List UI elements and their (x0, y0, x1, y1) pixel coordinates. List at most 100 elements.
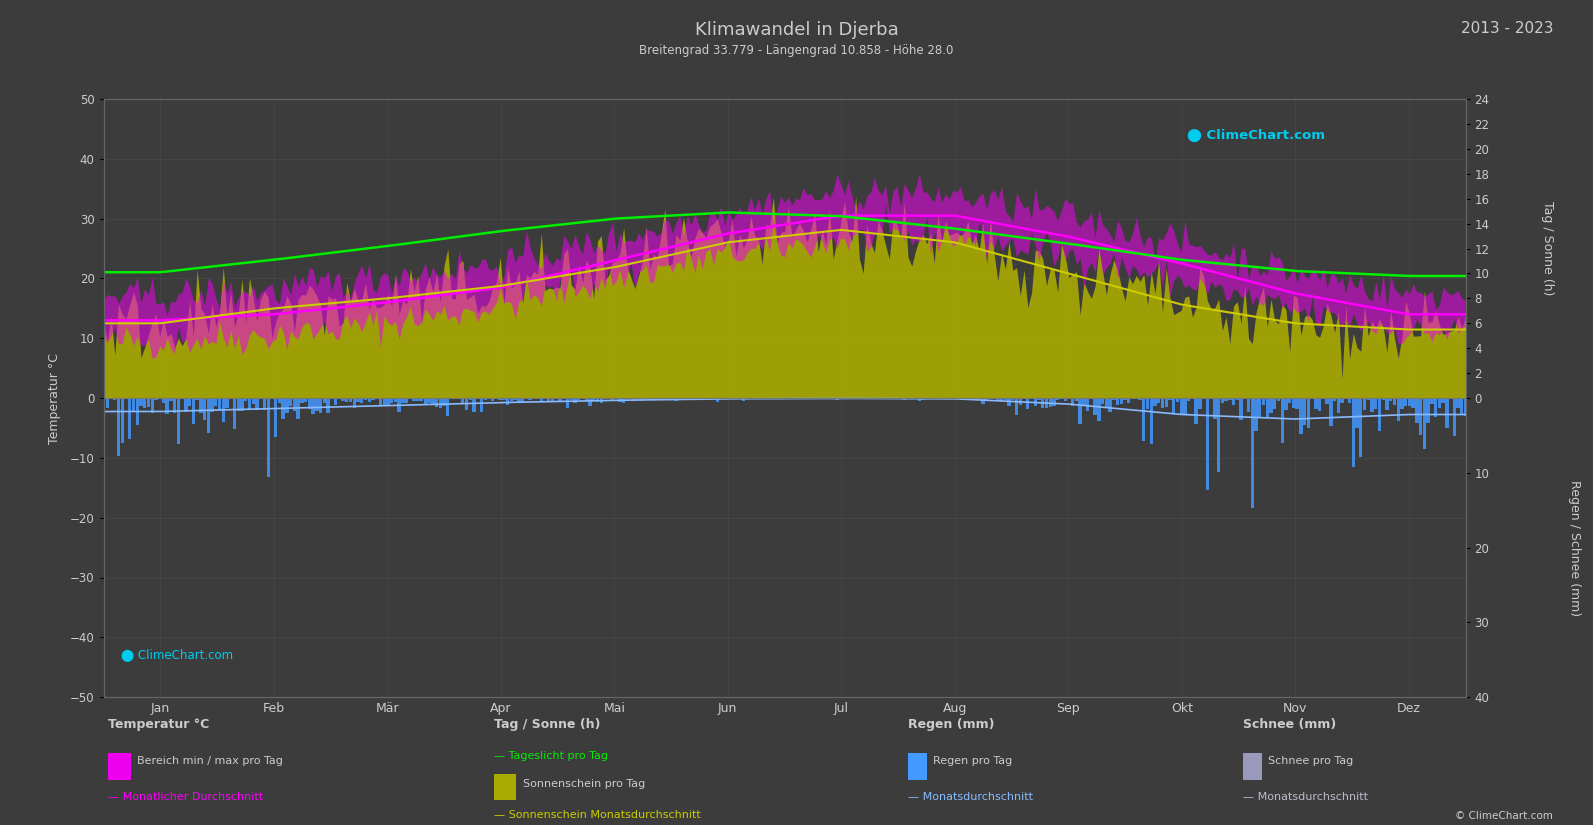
Text: Regen pro Tag: Regen pro Tag (933, 756, 1013, 766)
Text: Sonnenschein pro Tag: Sonnenschein pro Tag (523, 779, 645, 789)
Bar (319, 398, 322, 412)
Bar (1278, 398, 1281, 401)
Bar (1419, 398, 1423, 435)
Bar (185, 398, 188, 412)
Bar (191, 398, 194, 423)
Bar (656, 398, 660, 399)
Bar (1431, 398, 1434, 404)
Bar (346, 398, 349, 402)
Bar (992, 398, 996, 399)
Bar (1423, 398, 1426, 449)
Bar (330, 398, 333, 399)
Bar (237, 398, 241, 412)
Bar (1037, 398, 1040, 400)
Bar (551, 398, 554, 403)
Bar (1187, 398, 1190, 401)
Bar (1053, 398, 1056, 407)
Bar (1292, 398, 1295, 408)
Bar (1231, 398, 1235, 405)
Bar (1273, 398, 1276, 409)
Bar (188, 398, 191, 406)
Bar (524, 398, 527, 399)
Bar (1070, 398, 1074, 406)
Bar (510, 398, 513, 402)
Bar (166, 398, 169, 414)
Bar (1317, 398, 1321, 411)
Bar (147, 398, 150, 407)
Bar (1426, 398, 1431, 423)
Bar (307, 398, 311, 408)
Bar (1348, 398, 1351, 403)
Bar (1392, 398, 1395, 405)
Bar (472, 398, 476, 412)
Bar (266, 398, 269, 477)
Bar (460, 398, 465, 403)
Bar (221, 398, 225, 422)
Text: ⬤ ClimeChart.com​: ⬤ ClimeChart.com​ (1187, 129, 1325, 142)
Bar (311, 398, 315, 413)
Bar (640, 398, 644, 401)
Bar (241, 398, 244, 411)
Bar (244, 398, 247, 401)
Bar (132, 398, 135, 412)
Bar (1340, 398, 1344, 403)
Bar (690, 398, 693, 399)
Bar (513, 398, 516, 399)
Bar (1438, 398, 1442, 408)
Bar (1303, 398, 1306, 425)
Bar (202, 398, 205, 421)
Bar (435, 398, 438, 407)
Bar (1109, 398, 1112, 412)
Bar (150, 398, 155, 412)
Bar (1090, 398, 1093, 399)
Text: Regen / Schnee (mm): Regen / Schnee (mm) (1568, 479, 1580, 615)
Bar (921, 398, 924, 400)
Bar (648, 398, 652, 400)
Bar (1176, 398, 1179, 402)
Bar (1403, 398, 1407, 406)
Bar (1161, 398, 1164, 408)
Bar (1254, 398, 1258, 431)
Bar (1045, 398, 1048, 408)
Bar (315, 398, 319, 412)
Bar (127, 398, 131, 439)
Bar (1115, 398, 1120, 405)
Bar (903, 398, 906, 399)
Bar (1329, 398, 1332, 426)
Bar (570, 398, 573, 400)
Bar (1314, 398, 1317, 409)
Text: ⬤ ClimeChart.com​: ⬤ ClimeChart.com​ (121, 649, 233, 662)
Text: Tag / Sonne (h): Tag / Sonne (h) (494, 718, 601, 731)
Bar (1442, 398, 1445, 403)
Bar (1295, 398, 1298, 409)
Bar (1168, 398, 1171, 400)
Bar (1206, 398, 1209, 490)
Bar (499, 398, 502, 399)
Bar (177, 398, 180, 444)
Bar (1120, 398, 1123, 403)
Bar (585, 398, 588, 401)
Bar (390, 398, 393, 403)
Bar (454, 398, 457, 399)
Bar (1300, 398, 1303, 435)
Bar (918, 398, 921, 401)
Bar (180, 398, 183, 399)
Bar (1034, 398, 1037, 406)
Y-axis label: Temperatur °C: Temperatur °C (48, 352, 62, 444)
Bar (715, 398, 718, 402)
Bar (1064, 398, 1067, 401)
Bar (862, 398, 865, 399)
Bar (521, 398, 524, 403)
Bar (1078, 398, 1082, 424)
Bar (327, 398, 330, 413)
Bar (116, 398, 119, 456)
Bar (260, 398, 263, 399)
Bar (169, 398, 172, 401)
Bar (285, 398, 288, 413)
Bar (771, 398, 776, 399)
Bar (213, 398, 218, 406)
Bar (1018, 398, 1023, 405)
Bar (615, 398, 618, 399)
Bar (1453, 398, 1456, 436)
Bar (468, 398, 472, 399)
